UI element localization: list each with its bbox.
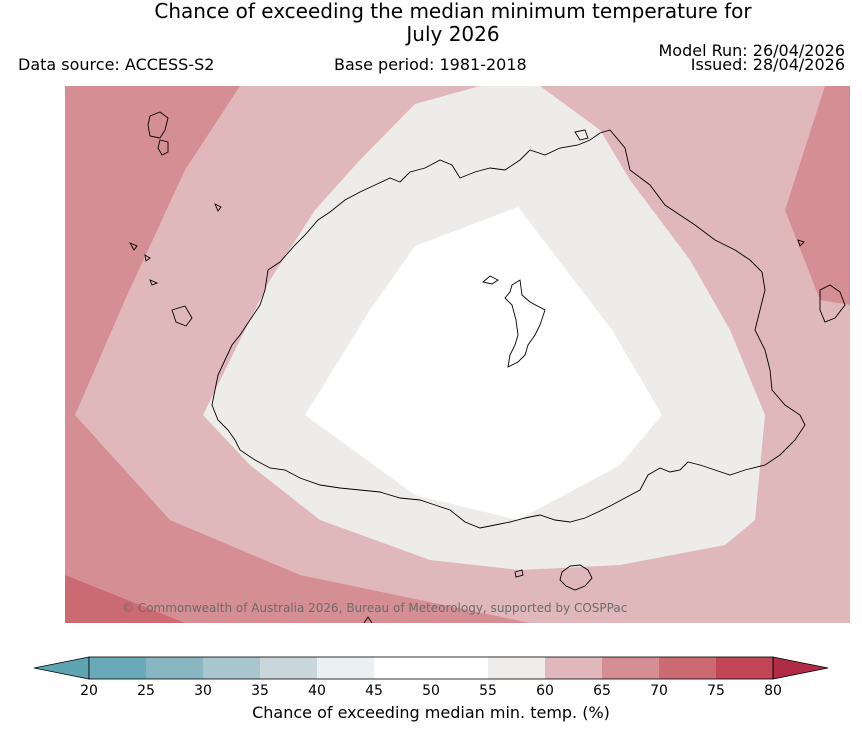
colorbar-border bbox=[88, 656, 774, 680]
east-island-1 bbox=[819, 284, 846, 323]
base-period-label: Base period: 1981-2018 bbox=[334, 55, 527, 74]
copyright-notice: © Commonwealth of Australia 2026, Bureau… bbox=[122, 601, 628, 615]
zone-70-75 bbox=[65, 575, 185, 623]
colorbar-tick-label: 60 bbox=[536, 683, 554, 699]
map-title: Chance of exceeding the median minimum t… bbox=[0, 0, 862, 46]
west-island-7 bbox=[149, 279, 159, 286]
colorbar-tick-label: 65 bbox=[593, 683, 611, 699]
title-line-2: July 2026 bbox=[406, 22, 500, 46]
colorbar-extend-high bbox=[772, 656, 829, 680]
probability-map bbox=[65, 86, 850, 623]
colorbar-label: Chance of exceeding median min. temp. (%… bbox=[252, 703, 610, 722]
colorbar-extend-low bbox=[34, 656, 90, 680]
colorbar-tick-label: 35 bbox=[251, 683, 269, 699]
colorbar-bin-30-35 bbox=[203, 657, 260, 679]
colorbar-tick-label: 20 bbox=[80, 683, 98, 699]
colorbar-tick-label: 40 bbox=[308, 683, 326, 699]
colorbar-bin-50-55 bbox=[431, 657, 488, 679]
south-island bbox=[363, 616, 373, 623]
colorbar-bin-20-25 bbox=[89, 657, 146, 679]
west-island-5 bbox=[144, 254, 151, 262]
data-source-label: Data source: ACCESS-S2 bbox=[18, 55, 215, 74]
colorbar-bin-70-75 bbox=[659, 657, 716, 679]
island-coastline bbox=[514, 569, 524, 578]
issued-label: Issued: 28/04/2026 bbox=[690, 55, 845, 74]
colorbar-tick-label: 70 bbox=[650, 683, 668, 699]
central-island-coastline bbox=[504, 279, 546, 368]
colorbar-bin-55-60 bbox=[488, 657, 545, 679]
colorbar-tick-label: 80 bbox=[764, 683, 782, 699]
zone-50-55 bbox=[305, 207, 662, 520]
west-island-3 bbox=[171, 305, 193, 327]
colorbar bbox=[34, 656, 829, 680]
colorbar-bin-25-30 bbox=[146, 657, 203, 679]
colorbar-bin-75-80 bbox=[716, 657, 773, 679]
colorbar-tick-label: 75 bbox=[707, 683, 725, 699]
east-island-3 bbox=[574, 129, 589, 141]
colorbar-tick-label: 50 bbox=[422, 683, 440, 699]
colorbar-tick-label: 45 bbox=[365, 683, 383, 699]
colorbar-bin-45-50 bbox=[374, 657, 431, 679]
map-canvas bbox=[65, 86, 850, 623]
small-island-coastline bbox=[482, 275, 499, 285]
australia-coastline bbox=[211, 129, 806, 529]
east-island-2 bbox=[797, 239, 805, 247]
colorbar-bin-40-45 bbox=[317, 657, 374, 679]
west-island-4 bbox=[128, 242, 138, 251]
colorbar-bin-35-40 bbox=[260, 657, 317, 679]
colorbar-tick-label: 25 bbox=[137, 683, 155, 699]
tasmania-coastline bbox=[559, 564, 593, 591]
colorbar-tick-label: 55 bbox=[479, 683, 497, 699]
colorbar-tick-label: 30 bbox=[194, 683, 212, 699]
west-island-6 bbox=[214, 203, 222, 212]
model-run-label: Model Run: 26/04/2026 bbox=[658, 41, 846, 60]
west-island-1 bbox=[147, 111, 169, 139]
west-island-2 bbox=[157, 139, 169, 156]
colorbar-bin-65-70 bbox=[602, 657, 659, 679]
colorbar-bin-60-65 bbox=[545, 657, 602, 679]
title-line-1: Chance of exceeding the median minimum t… bbox=[154, 0, 752, 23]
